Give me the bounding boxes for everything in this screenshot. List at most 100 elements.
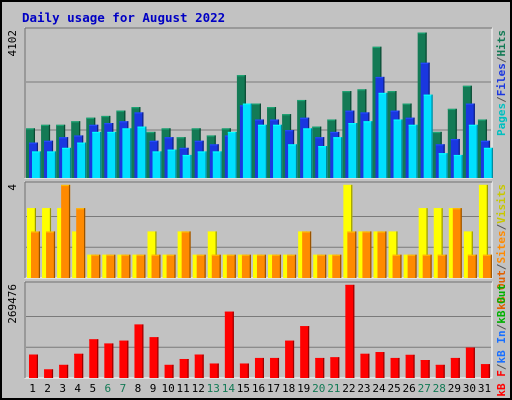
bar-kb-f-day-29 xyxy=(450,357,460,378)
bar-sites-day-9-highlight xyxy=(151,254,161,256)
bar-pages-day-8-shadow xyxy=(145,126,147,178)
bar-pages-day-16 xyxy=(257,124,267,178)
bar-kb-f-day-15-shadow xyxy=(247,363,249,378)
bar-sites-day-7-shadow xyxy=(129,254,131,278)
bar-kb-f-day-2 xyxy=(44,369,54,378)
bar-sites-day-25 xyxy=(392,254,402,278)
bar-hits-day-22-highlight xyxy=(342,91,352,93)
bar-sites-day-10-highlight xyxy=(166,254,176,256)
bar-pages-day-7-highlight xyxy=(122,128,132,130)
bar-pages-day-18-highlight xyxy=(288,144,298,146)
bar-pages-day-9 xyxy=(152,151,162,178)
legend-entry-hits-2: Files xyxy=(495,63,508,96)
bar-files-day-24-highlight xyxy=(375,76,385,79)
bar-kb-f-day-29-highlight xyxy=(450,357,460,360)
bar-kb-f-day-22-highlight xyxy=(345,284,355,287)
bar-pages-day-31 xyxy=(483,147,493,178)
bar-pages-day-24 xyxy=(378,92,388,178)
bar-sites-day-5 xyxy=(91,254,101,278)
bar-files-day-4-highlight xyxy=(74,135,84,137)
y-max-label-visits: 4 xyxy=(6,184,19,191)
bar-kb-f-day-28-shadow xyxy=(443,364,445,378)
legend-entry-visits-1: / xyxy=(495,263,508,270)
bar-pages-day-19-highlight xyxy=(303,128,313,130)
legend-entry-kbf-0: kB F xyxy=(495,370,508,397)
bar-kb-f-day-4 xyxy=(74,353,84,378)
y-max-label-hits: 4102 xyxy=(6,30,19,57)
bar-visits-day-28 xyxy=(433,208,443,278)
bar-sites-day-19 xyxy=(302,231,312,278)
bar-files-day-8-highlight xyxy=(134,112,144,114)
bar-hits-day-21-highlight xyxy=(327,119,337,121)
bar-sites-day-5-highlight xyxy=(91,254,101,256)
bar-files-day-6-highlight xyxy=(104,123,114,125)
bar-sites-day-17-highlight xyxy=(272,254,282,256)
bar-files-day-20-highlight xyxy=(315,137,325,139)
series-legend-hits: Pages/Files/Hits xyxy=(495,30,508,136)
bar-pages-day-29-shadow xyxy=(461,154,463,178)
bar-sites-day-25-shadow xyxy=(400,254,402,278)
bar-pages-day-20 xyxy=(318,146,328,178)
x-tick-label-day-12: 12 xyxy=(192,382,205,395)
bar-files-day-5-highlight xyxy=(89,124,99,126)
bar-hits-day-30-highlight xyxy=(462,85,472,87)
x-tick-label-day-30: 30 xyxy=(463,382,476,395)
bar-pages-day-29-highlight xyxy=(453,154,463,157)
bar-sites-day-26-highlight xyxy=(407,254,417,256)
bar-pages-day-7 xyxy=(122,128,132,178)
bar-hits-day-9-highlight xyxy=(146,131,156,134)
bar-sites-day-3-shadow xyxy=(68,184,71,278)
x-tick-label-day-15: 15 xyxy=(237,382,250,395)
x-tick-label-day-19: 19 xyxy=(297,382,310,395)
bar-kb-f-day-15 xyxy=(239,363,249,378)
x-tick-label-day-22: 22 xyxy=(342,382,355,395)
bar-pages-day-16-shadow xyxy=(265,124,267,178)
x-tick-label-day-14: 14 xyxy=(222,382,236,395)
x-tick-label-day-21: 21 xyxy=(327,382,340,395)
bar-sites-day-18-shadow xyxy=(294,254,297,278)
bar-kb-f-day-11-highlight xyxy=(179,358,189,361)
legend-entry-visits-4: Visits xyxy=(495,184,508,224)
bar-sites-day-11-highlight xyxy=(181,231,191,233)
bar-kb-f-day-7 xyxy=(119,340,129,378)
bar-kb-f-day-13-highlight xyxy=(209,363,219,365)
bar-visits-day-31-highlight xyxy=(478,184,488,187)
bar-kb-f-day-30-highlight xyxy=(465,347,475,349)
bar-kb-f-day-5-shadow xyxy=(97,339,99,378)
bar-sites-day-10 xyxy=(166,254,176,278)
bar-kb-f-day-19 xyxy=(300,326,310,378)
bar-visits-day-1-highlight xyxy=(27,208,36,210)
bar-sites-day-8-highlight xyxy=(136,254,146,256)
bar-kb-f-day-2-shadow xyxy=(51,369,54,378)
bar-kb-f-day-21-highlight xyxy=(330,357,340,359)
bar-sites-day-31-highlight xyxy=(482,254,492,256)
bar-files-day-23-highlight xyxy=(360,112,370,114)
bar-files-day-3-highlight xyxy=(59,137,69,139)
bar-pages-day-24-highlight xyxy=(378,92,388,95)
bar-files-day-9-highlight xyxy=(149,140,159,142)
bar-sites-day-8-shadow xyxy=(144,254,146,278)
bar-pages-day-20-highlight xyxy=(318,146,328,148)
bar-kb-f-day-5-highlight xyxy=(89,339,99,341)
bar-pages-day-1-shadow xyxy=(39,151,41,178)
bar-sites-day-4 xyxy=(76,208,86,278)
bar-visits-day-9-highlight xyxy=(147,231,157,233)
bar-kb-f-day-30 xyxy=(465,347,475,378)
bar-kb-f-day-31-highlight xyxy=(480,364,490,366)
bar-visits-day-31 xyxy=(478,184,488,278)
bar-kb-f-day-21-shadow xyxy=(338,357,340,378)
bar-sites-day-31-shadow xyxy=(490,254,492,278)
bar-sites-day-25-highlight xyxy=(392,254,402,256)
legend-entry-kbf-4: kB Out xyxy=(495,284,508,324)
bar-sites-day-6 xyxy=(106,254,116,278)
bar-pages-day-4-highlight xyxy=(77,142,87,144)
bar-sites-day-20 xyxy=(317,254,327,278)
bar-hits-day-4-highlight xyxy=(71,121,81,123)
bar-sites-day-30 xyxy=(467,254,477,278)
bar-pages-day-11-highlight xyxy=(182,154,192,157)
bar-pages-day-30-highlight xyxy=(468,124,478,126)
bar-files-day-7-highlight xyxy=(119,121,129,123)
bar-hits-day-14-highlight xyxy=(221,128,231,130)
bar-pages-day-6-shadow xyxy=(115,131,117,178)
